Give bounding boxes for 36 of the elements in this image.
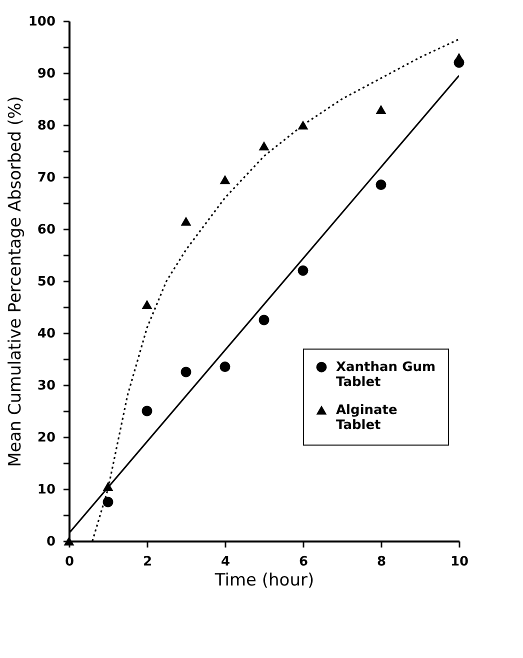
x-tick-label: 6 (298, 554, 308, 570)
y-tick-label: 70 (37, 170, 56, 186)
x-tick-label: 10 (450, 554, 469, 570)
y-tick-label: 80 (37, 118, 56, 134)
y-tick-label: 60 (37, 222, 56, 238)
point (142, 300, 152, 309)
x-tick-label: 2 (142, 554, 152, 570)
legend-label: Xanthan Gum Tablet (336, 360, 436, 390)
point (298, 265, 308, 276)
legend-label: Alginate Tablet (336, 403, 398, 434)
x-tick-label: 8 (376, 554, 386, 570)
point (220, 175, 230, 184)
point (142, 406, 152, 416)
y-tick-label: 40 (37, 326, 56, 342)
y-axis-title: Mean Cumulative Percentage Absorbed (%) (5, 96, 26, 467)
x-tick-label: 0 (64, 554, 74, 570)
point (102, 496, 114, 508)
point (180, 366, 192, 378)
y-tick-label: 30 (37, 378, 56, 394)
x-axis-title: Time (hour) (214, 570, 314, 590)
point (258, 314, 270, 326)
point (258, 141, 270, 150)
point (220, 362, 230, 372)
y-tick-label: 0 (46, 534, 56, 550)
y-tick-label: 100 (28, 14, 56, 30)
point (454, 52, 464, 62)
point (376, 180, 386, 190)
point (180, 216, 192, 226)
point (102, 482, 114, 491)
point (376, 104, 386, 114)
y-tick-label: 90 (37, 66, 56, 82)
y-tick-label: 20 (37, 430, 56, 446)
point (298, 120, 308, 130)
y-tick-label: 50 (37, 274, 56, 290)
x-tick-label: 4 (220, 554, 230, 570)
y-tick-label: 10 (37, 482, 56, 498)
